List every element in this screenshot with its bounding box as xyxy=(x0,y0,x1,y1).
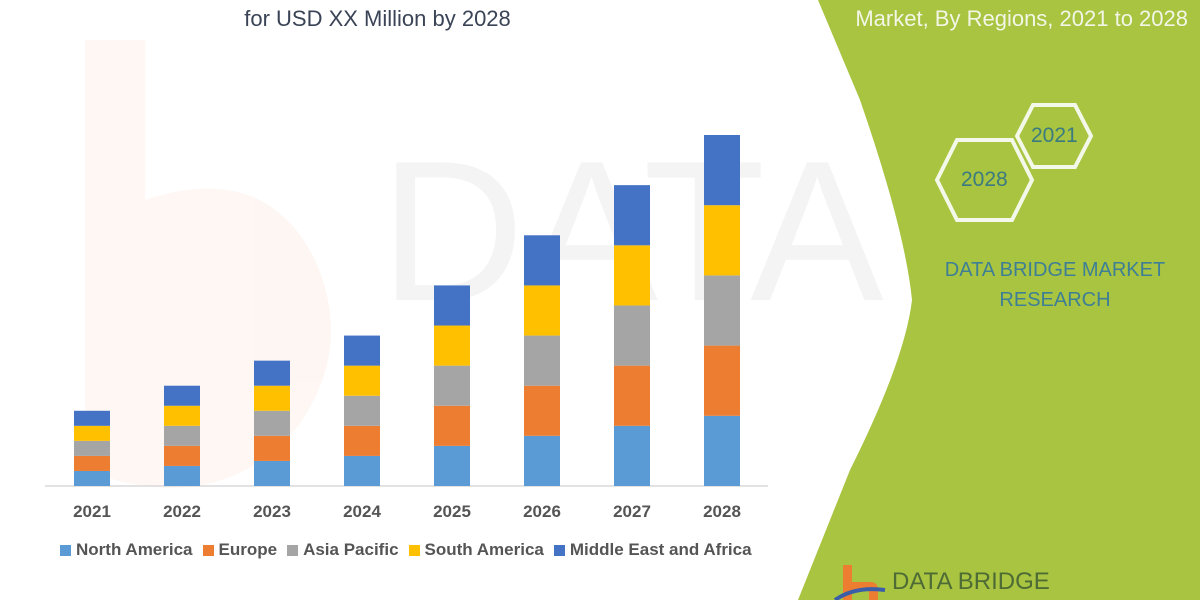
bar-2028-europe xyxy=(704,345,740,416)
legend-swatch xyxy=(553,544,565,556)
bar-2026-europe xyxy=(524,385,560,436)
bar-2027-asia-pacific xyxy=(614,305,650,366)
bar-2027-middle-east-and-africa xyxy=(614,185,650,246)
logo-text: DATA BRIDGE xyxy=(892,568,1050,595)
legend-label: South America xyxy=(424,540,544,559)
bar-2023-asia-pacific xyxy=(254,410,290,436)
bar-2021-middle-east-and-africa xyxy=(74,410,110,426)
legend-swatch xyxy=(408,544,420,556)
bar-2022-south-america xyxy=(164,405,200,426)
bar-2021-europe xyxy=(74,455,110,471)
brand-text: DATA BRIDGE MARKET RESEARCH xyxy=(905,255,1200,315)
legend-item: Middle East and Africa xyxy=(553,540,752,560)
bar-2022-north-america xyxy=(164,465,200,486)
bar-2024-south-america xyxy=(344,365,380,396)
hex-label-2028: 2028 xyxy=(961,168,1008,191)
logo-icon xyxy=(833,565,886,600)
legend-item: South America xyxy=(408,540,544,560)
x-tick-label: 2026 xyxy=(523,502,561,521)
bar-2021-south-america xyxy=(74,425,110,441)
legend-swatch xyxy=(287,544,299,556)
bar-2027-north-america xyxy=(614,425,650,486)
bar-2027-south-america xyxy=(614,245,650,306)
green-panel xyxy=(798,0,1200,600)
legend-item: North America xyxy=(60,540,193,560)
bar-2026-south-america xyxy=(524,285,560,336)
hexagon-2028 xyxy=(934,138,1035,222)
bar-2025-europe xyxy=(434,405,470,446)
legend-label: Middle East and Africa xyxy=(569,540,752,559)
bar-2022-europe xyxy=(164,445,200,466)
bar-2023-middle-east-and-africa xyxy=(254,360,290,386)
bar-2028-middle-east-and-africa xyxy=(704,135,740,206)
x-tick-label: 2021 xyxy=(73,502,111,521)
bar-2022-asia-pacific xyxy=(164,425,200,446)
legend-label: North America xyxy=(76,540,193,559)
bar-2025-middle-east-and-africa xyxy=(434,285,470,326)
legend-swatch xyxy=(202,544,214,556)
x-tick-label: 2028 xyxy=(703,502,741,521)
bar-2026-asia-pacific xyxy=(524,335,560,386)
bar-2028-south-america xyxy=(704,205,740,276)
panel-title: Market, By Regions, 2021 to 2028 xyxy=(855,6,1188,31)
bar-2025-south-america xyxy=(434,325,470,366)
x-tick-label: 2025 xyxy=(433,502,471,521)
x-tick-label: 2022 xyxy=(163,502,201,521)
legend-label: Asia Pacific xyxy=(303,540,399,559)
brand-line-1: DATA BRIDGE MARKET xyxy=(944,259,1166,281)
legend: North America Europe Asia Pacific South Ame… xyxy=(60,540,752,560)
bar-2021-asia-pacific xyxy=(74,440,110,456)
brand-line-2: RESEARCH xyxy=(999,289,1111,311)
bar-2028-north-america xyxy=(704,415,740,486)
bar-2026-middle-east-and-africa xyxy=(524,235,560,286)
legend-label: Europe xyxy=(218,540,278,559)
bar-2025-north-america xyxy=(434,445,470,486)
bar-2028-asia-pacific xyxy=(704,275,740,346)
bar-2027-europe xyxy=(614,365,650,426)
legend-item: Asia Pacific xyxy=(287,540,399,560)
bar-2022-middle-east-and-africa xyxy=(164,385,200,406)
hexagon-2021 xyxy=(1014,103,1094,169)
x-tick-label: 2023 xyxy=(253,502,291,521)
bar-2024-north-america xyxy=(344,455,380,486)
bar-2023-north-america xyxy=(254,460,290,486)
chart-title: for USD XX Million by 2028 xyxy=(244,6,511,31)
bar-2021-north-america xyxy=(74,470,110,486)
legend-swatch xyxy=(60,544,71,556)
legend-item: Europe xyxy=(202,540,278,560)
bar-2026-north-america xyxy=(524,435,560,486)
bar-2024-europe xyxy=(344,425,380,456)
hex-label-2021: 2021 xyxy=(1031,124,1078,147)
bar-2025-asia-pacific xyxy=(434,365,470,406)
bar-2024-asia-pacific xyxy=(344,395,380,426)
x-tick-label: 2024 xyxy=(343,502,381,521)
bar-2024-middle-east-and-africa xyxy=(344,335,380,366)
x-tick-label: 2027 xyxy=(613,502,651,521)
bar-2023-europe xyxy=(254,435,290,461)
bar-2023-south-america xyxy=(254,385,290,411)
